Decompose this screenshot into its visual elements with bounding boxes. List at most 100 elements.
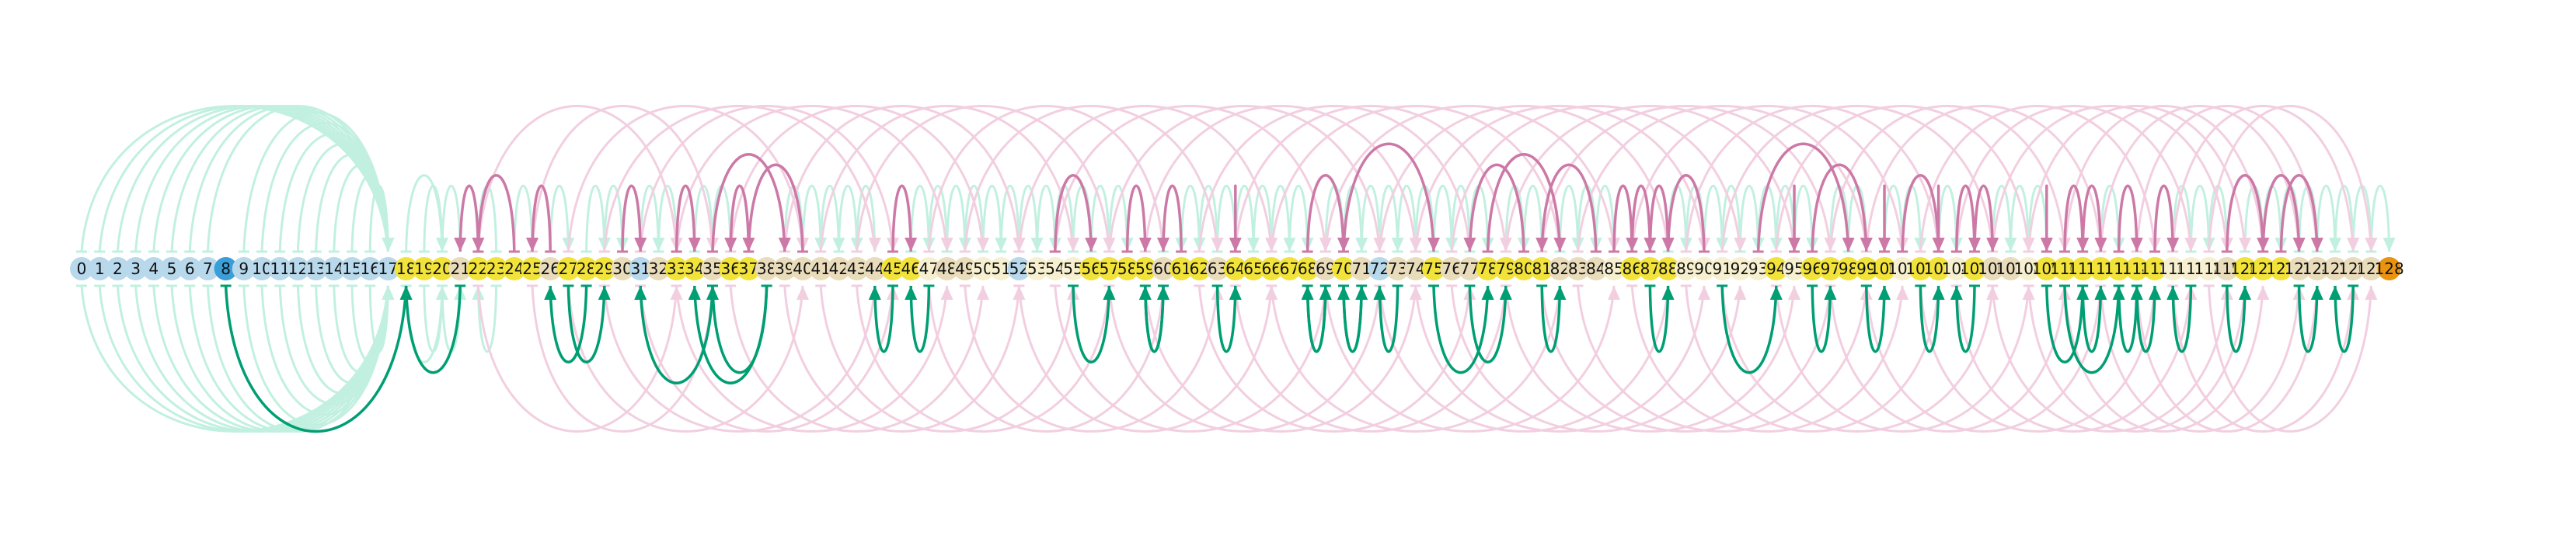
node: 53 — [1025, 257, 1049, 280]
node-circle — [647, 257, 671, 280]
pink-arc — [1468, 163, 1525, 252]
pink-arc-arrowhead — [1788, 238, 1800, 252]
node-circle — [1692, 257, 1716, 280]
faint-pink-arc — [1955, 105, 2192, 252]
node-circle — [2107, 257, 2131, 280]
pink-arc-arrowhead — [1661, 238, 1675, 252]
faint-pink-arc — [856, 105, 1110, 252]
faint-green-arc — [639, 184, 660, 252]
node-circle — [430, 257, 454, 280]
node-circle — [1386, 257, 1410, 280]
green-arc — [1468, 285, 1508, 363]
node: 0 — [70, 257, 93, 280]
node-circle — [1295, 257, 1319, 280]
node-circle — [1548, 257, 1572, 280]
node-circle — [484, 257, 508, 280]
node-circle — [1169, 257, 1194, 280]
green-arc-arrowhead — [1103, 286, 1116, 300]
faint-pink-arc — [1378, 105, 1670, 252]
pink-arc — [2081, 184, 2103, 252]
pink-arc — [2063, 184, 2084, 252]
pink-arc-arrowhead — [1878, 238, 1891, 252]
faint-pink-arc-arrowhead — [1211, 238, 1224, 252]
faint-pink-arc-below — [2063, 285, 2264, 433]
pink-arc-arrowhead — [1535, 238, 1549, 252]
node: 114 — [2122, 257, 2152, 280]
node-circle — [772, 257, 797, 280]
faint-pink-arc-below — [2135, 285, 2319, 433]
node-label: 0 — [77, 259, 87, 278]
faint-green-arc — [819, 184, 840, 252]
pink-arc-arrowhead — [1427, 238, 1440, 252]
green-arc — [1955, 285, 1976, 353]
green-arc — [2117, 285, 2139, 353]
faint-pink-arc — [1919, 105, 2156, 252]
node-circle — [574, 257, 598, 280]
node-circle — [664, 257, 688, 280]
green-arc — [711, 285, 769, 374]
green-arc — [1305, 285, 1327, 353]
node-circle — [250, 257, 274, 280]
node-circle — [1152, 257, 1175, 280]
faint-green-arc — [1738, 184, 1760, 252]
faint-pink-arc-below — [1919, 285, 2156, 433]
green-arc-arrowhead — [2149, 286, 2161, 300]
node: 43 — [845, 257, 869, 280]
faint-pink-arc — [1685, 105, 1940, 252]
node: 30 — [611, 257, 634, 280]
pink-arc-arrowhead — [2130, 238, 2143, 252]
faint-green-arc — [1252, 184, 1273, 252]
node-circle — [340, 257, 364, 280]
node: 46 — [899, 257, 923, 280]
green-arc — [1072, 285, 1111, 363]
node-circle — [881, 257, 905, 280]
node-circle — [1873, 257, 1896, 280]
node-circle — [1746, 257, 1770, 280]
faint-pink-arc-below — [1414, 285, 1706, 433]
faint-green-arc — [2316, 184, 2337, 252]
green-arc — [639, 285, 714, 384]
pink-arc-arrowhead — [1157, 238, 1169, 252]
faint-pink-arc-below — [964, 285, 1219, 433]
green-arc-arrowhead — [634, 286, 647, 300]
faint-green-arc — [2334, 184, 2355, 252]
node: 64 — [1223, 257, 1247, 280]
faint-pink-arc — [783, 105, 1020, 252]
node-circle — [2179, 257, 2203, 280]
faint-green-arc — [2189, 184, 2211, 252]
faint-green-arc-below — [206, 285, 389, 433]
faint-green-arc — [1180, 184, 1201, 252]
faint-pink-arc-below — [1775, 285, 2030, 433]
node: 2 — [106, 257, 130, 280]
node: 52 — [1007, 257, 1031, 280]
faint-pink-arc-below — [1054, 285, 1327, 433]
node: 71 — [1350, 257, 1374, 280]
node-circle — [2125, 257, 2149, 280]
green-arc — [2081, 285, 2103, 353]
node-circle — [1097, 257, 1121, 280]
node-circle — [160, 257, 183, 280]
pink-arc-arrowhead — [454, 238, 467, 252]
faint-pink-arc-below — [1720, 285, 1994, 433]
faint-green-arc — [1378, 184, 1400, 252]
green-arc-arrowhead — [868, 286, 881, 300]
faint-pink-arc — [1720, 105, 1994, 252]
node: 8 — [214, 257, 238, 280]
node: 99 — [1854, 257, 1878, 280]
node-circle — [1223, 257, 1247, 280]
node-circle — [1728, 257, 1752, 280]
node-circle — [141, 257, 166, 280]
green-arc-arrowhead — [1824, 286, 1837, 300]
pink-arc — [1612, 184, 1633, 252]
node: 128 — [2375, 257, 2404, 280]
faint-green-arc — [513, 184, 534, 252]
pink-arc — [1054, 174, 1093, 252]
node-circle — [899, 257, 923, 280]
green-arc — [2171, 285, 2193, 353]
pink-arc — [1630, 184, 1652, 252]
node: 56 — [1079, 257, 1103, 280]
faint-green-arc — [1089, 184, 1110, 252]
faint-pink-arc-below — [1144, 285, 1417, 433]
faint-pink-arc-arrowhead — [868, 238, 881, 252]
